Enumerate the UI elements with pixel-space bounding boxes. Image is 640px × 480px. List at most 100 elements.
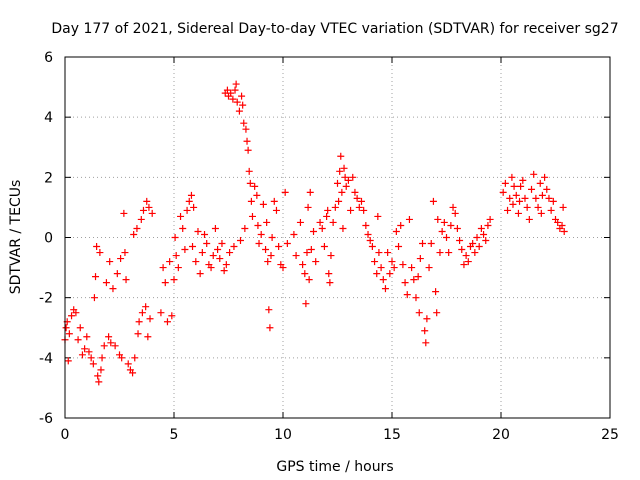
data-point (508, 173, 516, 181)
data-point (68, 312, 76, 320)
data-point (131, 354, 139, 362)
data-point (386, 270, 394, 278)
data-point (525, 215, 533, 223)
data-point (248, 212, 256, 220)
data-point (207, 264, 215, 272)
data-point (482, 237, 490, 245)
data-point (163, 318, 171, 326)
data-point (473, 234, 481, 241)
data-point (401, 279, 409, 287)
data-point (344, 176, 352, 184)
x-tick-label: 15 (383, 427, 401, 443)
x-tick-label: 5 (170, 427, 179, 443)
data-point (305, 276, 313, 284)
data-point (245, 167, 253, 175)
data-point (185, 197, 193, 205)
data-point (325, 270, 333, 278)
data-point (329, 218, 337, 226)
data-point (307, 246, 315, 254)
data-point (326, 279, 334, 287)
data-point (347, 206, 355, 214)
y-tick-label: 4 (44, 110, 53, 126)
data-point (302, 300, 310, 308)
data-point (375, 249, 383, 257)
data-point (62, 324, 70, 332)
data-point (281, 188, 289, 196)
data-point (433, 309, 441, 317)
data-points (61, 80, 568, 386)
data-point (532, 194, 540, 202)
data-point (95, 378, 103, 386)
data-point (456, 237, 464, 245)
data-point (510, 182, 518, 190)
data-point (241, 224, 249, 232)
data-point (377, 264, 385, 272)
data-point (259, 200, 267, 208)
data-point (201, 230, 209, 238)
data-point (122, 276, 130, 284)
data-point (373, 270, 381, 278)
data-point (374, 212, 382, 220)
data-point (320, 243, 328, 251)
data-point (171, 234, 179, 241)
data-point (244, 146, 252, 154)
data-point (246, 179, 254, 187)
data-point (64, 357, 72, 365)
data-point (137, 215, 145, 223)
data-point (222, 261, 230, 269)
data-point (324, 206, 332, 214)
data-point (443, 234, 450, 241)
data-point (263, 218, 271, 226)
data-point (268, 234, 276, 241)
data-point (181, 246, 189, 254)
data-point (366, 237, 374, 245)
data-point (342, 182, 350, 190)
x-tick-label: 10 (274, 427, 292, 443)
data-point (499, 188, 507, 196)
data-point (109, 285, 117, 293)
data-point (519, 176, 527, 184)
data-point (436, 249, 444, 257)
data-point (541, 173, 549, 181)
data-point (106, 258, 114, 266)
data-point (102, 279, 110, 287)
data-point (229, 95, 237, 103)
data-point (118, 354, 126, 362)
data-point (337, 152, 345, 160)
data-point (523, 203, 531, 211)
data-point (177, 212, 185, 220)
data-point (138, 309, 146, 317)
data-point (194, 227, 202, 235)
data-point (331, 203, 339, 211)
data-point (521, 194, 529, 202)
data-point (549, 197, 557, 205)
data-point (242, 125, 250, 133)
data-point (390, 264, 398, 272)
data-point (464, 258, 472, 266)
data-point (451, 209, 459, 217)
data-point (340, 164, 348, 172)
data-point (94, 372, 102, 380)
data-point (349, 173, 357, 181)
data-point (159, 264, 167, 272)
data-point (142, 303, 150, 311)
data-point (135, 318, 143, 326)
data-point (283, 240, 291, 248)
data-point (475, 243, 483, 251)
y-tick-label: 6 (44, 50, 53, 66)
data-point (355, 203, 363, 211)
data-point (534, 203, 542, 211)
data-point (447, 221, 455, 229)
data-point (230, 243, 238, 251)
data-point (179, 224, 187, 232)
data-point (323, 212, 331, 220)
data-point (97, 366, 105, 374)
data-point (509, 200, 517, 208)
data-point (405, 215, 413, 223)
data-point (422, 339, 430, 347)
data-point (501, 179, 509, 187)
data-point (306, 188, 314, 196)
axis-ticks: 0 5 10 15 20 25 -6 -4 -2 0 2 4 6 (39, 50, 619, 443)
data-point (440, 218, 448, 226)
data-point (183, 206, 191, 214)
